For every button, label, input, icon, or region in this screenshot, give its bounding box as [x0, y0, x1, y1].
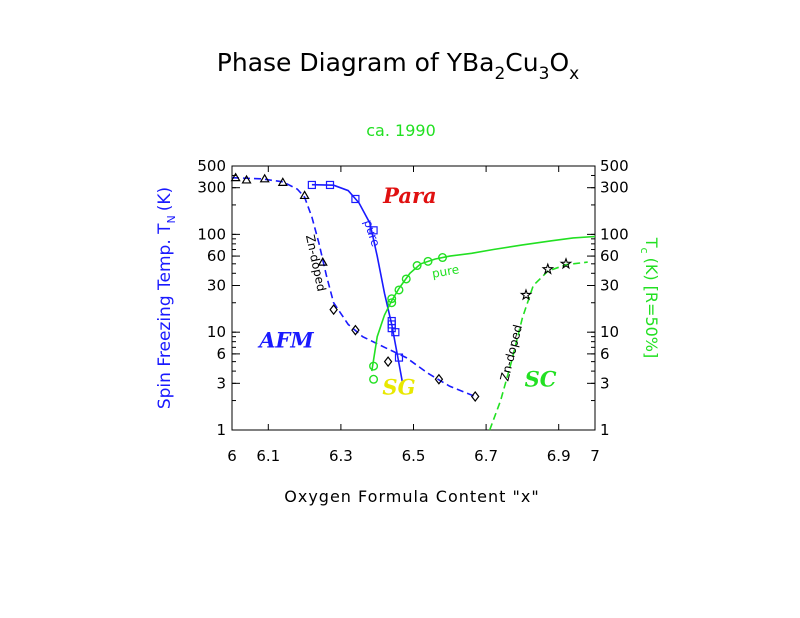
point-zn_sg [383, 356, 393, 368]
x-tick-label: 7 [590, 447, 600, 465]
region-label: SC [525, 366, 557, 391]
point-zn_sg [434, 373, 444, 385]
series-curves [231, 176, 596, 431]
point-pure_afm [391, 328, 400, 337]
curve-annotation: pure [361, 218, 383, 248]
chart-title: Phase Diagram of YBa2Cu3Ox [217, 48, 579, 84]
y-left-tick-label: 30 [207, 277, 226, 295]
point-pure_sc [412, 261, 422, 271]
point-zn_afm [277, 177, 288, 186]
curve-pure_afm [311, 183, 404, 384]
point-pure_sc [394, 285, 404, 295]
point-pure_sc [387, 298, 397, 308]
y-left-tick-label: 3 [216, 374, 226, 392]
x-tick-label: 6.5 [402, 447, 426, 465]
point-pure_sc [387, 294, 397, 304]
point-zn_afm [317, 256, 328, 266]
x-axis-label: Oxygen Formula Content "x" [284, 487, 539, 506]
title-sub-1: 2 [494, 64, 505, 84]
y-right-tick-label: 30 [600, 277, 619, 295]
point-zn_afm [241, 174, 252, 184]
x-tick-label: 6.3 [329, 447, 353, 465]
point-zn_sg [329, 304, 338, 316]
title-sub-2: 3 [539, 64, 550, 84]
curve-annotation: Zn-doped [303, 233, 329, 292]
chart-subtitle: ca. 1990 [366, 121, 436, 140]
region-label: SG [382, 375, 415, 400]
y-right-tick-label: 100 [600, 225, 629, 243]
point-zn_sg [470, 391, 480, 402]
point-zn_afm [230, 172, 241, 182]
point-pure_afm [394, 353, 404, 362]
curve-zn_afm [231, 176, 476, 398]
point-pure_afm [307, 180, 316, 190]
region-label: AFM [257, 327, 314, 352]
y-left-tick-label: 6 [216, 345, 226, 363]
y-right-tick-label: 300 [600, 179, 629, 197]
curve-annotation: Zn-doped [497, 323, 525, 382]
y-left-tick-label: 500 [197, 157, 226, 175]
x-tick-label: 6.1 [256, 447, 280, 465]
point-pure_sc [401, 274, 411, 284]
y-right-tick-label: 60 [600, 247, 619, 265]
point-pure_sc [423, 256, 433, 266]
point-pure_sc [369, 361, 379, 371]
point-pure_afm [387, 316, 396, 326]
curve-zn_sc [488, 261, 588, 431]
region-label: Para [382, 183, 437, 208]
y-left-tick-label: 1 [216, 421, 226, 439]
title-sub-3: x [569, 64, 579, 84]
title-cu: Cu [505, 48, 538, 77]
y-left-tick-label: 60 [207, 247, 226, 265]
x-tick-label: 6.9 [547, 447, 571, 465]
point-pure_afm [351, 194, 360, 204]
point-zn_afm [259, 173, 270, 183]
title-prefix: Phase Diagram of YBa [217, 48, 495, 77]
title-o: O [549, 48, 569, 77]
y-axis-right-label: Tc(K) [R=50%] [638, 237, 661, 358]
series-markers [230, 172, 573, 402]
point-zn_sc [541, 262, 555, 275]
y-right-tick-label: 1 [600, 421, 610, 439]
point-zn_sc [559, 257, 573, 270]
y-right-tick-label: 10 [600, 323, 619, 341]
x-tick-label: 6 [227, 447, 237, 465]
y-right-tick-label: 6 [600, 345, 610, 363]
point-zn_sg [351, 324, 360, 336]
point-pure_afm [325, 180, 335, 190]
y-axis-left-label: Spin Freezing Temp. TN(K) [155, 187, 178, 409]
point-zn_afm [299, 190, 310, 200]
point-pure_sc [369, 374, 379, 384]
y-right-tick-label: 3 [600, 374, 610, 392]
y-left-tick-label: 10 [207, 323, 226, 341]
point-pure_afm [369, 226, 378, 235]
x-tick-label: 6.7 [474, 447, 498, 465]
y-left-tick-label: 100 [197, 225, 226, 243]
curve-annotation: pure [431, 262, 460, 281]
curve-pure_sc [371, 235, 596, 372]
point-pure_sc [438, 253, 448, 263]
y-left-tick-label: 300 [197, 179, 226, 197]
point-zn_sc [519, 288, 533, 301]
y-right-tick-label: 500 [600, 157, 629, 175]
